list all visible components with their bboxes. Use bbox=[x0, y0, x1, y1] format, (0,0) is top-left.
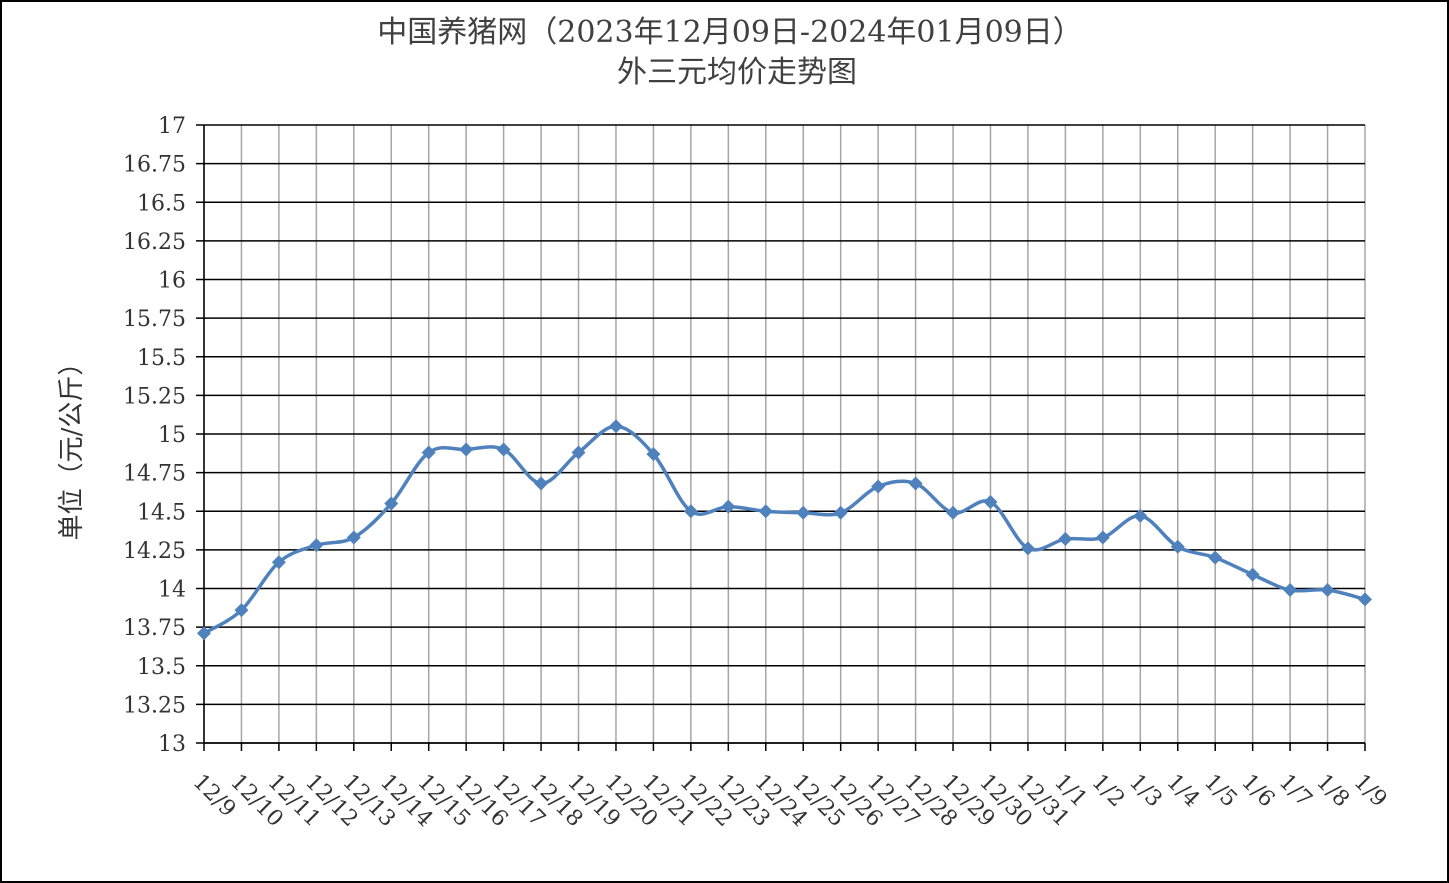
data-point bbox=[1283, 583, 1298, 598]
data-point bbox=[871, 479, 886, 494]
data-point bbox=[197, 626, 211, 641]
y-tick-label: 16 bbox=[158, 269, 186, 294]
data-point bbox=[1058, 532, 1073, 547]
data-point bbox=[796, 505, 811, 520]
y-tick-label: 15.25 bbox=[123, 384, 186, 409]
data-point bbox=[721, 499, 736, 514]
data-point bbox=[1020, 541, 1035, 556]
data-point bbox=[534, 476, 549, 491]
data-point bbox=[234, 603, 249, 618]
data-point bbox=[1245, 567, 1260, 582]
data-point bbox=[1320, 583, 1335, 598]
y-tick-label: 16.75 bbox=[123, 153, 186, 178]
data-point bbox=[1170, 539, 1185, 554]
data-point bbox=[421, 445, 436, 460]
y-tick-label: 16.25 bbox=[123, 230, 186, 255]
data-point bbox=[946, 505, 961, 520]
data-point bbox=[1208, 550, 1223, 565]
y-axis-title: 单位（元/公斤） bbox=[57, 350, 87, 541]
series-line bbox=[203, 424, 1366, 635]
data-point bbox=[1133, 508, 1148, 523]
y-tick-label: 17 bbox=[158, 114, 186, 139]
data-point bbox=[384, 496, 399, 511]
y-tick-label: 13.25 bbox=[123, 693, 186, 718]
data-point bbox=[496, 442, 511, 457]
y-tick-label: 14.75 bbox=[123, 462, 186, 487]
y-tick-label: 14.25 bbox=[123, 539, 186, 564]
data-point bbox=[608, 419, 623, 434]
data-point bbox=[1358, 592, 1372, 607]
data-point bbox=[571, 445, 586, 460]
data-point bbox=[683, 504, 698, 519]
chart-subtitle: 外三元均价走势图 bbox=[617, 55, 857, 90]
y-tick-label: 15.75 bbox=[123, 307, 186, 332]
data-point bbox=[908, 476, 923, 491]
chart-title: 中国养猪网（2023年12月09日-2024年01月09日） bbox=[377, 15, 1083, 50]
data-point bbox=[646, 447, 661, 462]
data-point bbox=[459, 442, 474, 457]
y-tick-label: 14 bbox=[158, 578, 186, 603]
y-tick-label: 13.75 bbox=[123, 616, 186, 641]
y-tick-label: 16.5 bbox=[137, 191, 186, 216]
y-tick-label: 13 bbox=[158, 732, 186, 757]
y-tick-label: 13.5 bbox=[137, 655, 186, 680]
y-tick-label: 15.5 bbox=[137, 346, 186, 371]
data-point bbox=[346, 530, 361, 545]
data-point bbox=[833, 505, 848, 520]
y-tick-label: 14.5 bbox=[137, 500, 186, 525]
y-tick-label: 15 bbox=[158, 423, 186, 448]
data-point bbox=[1095, 530, 1110, 545]
data-point bbox=[983, 494, 998, 509]
data-point bbox=[758, 504, 773, 519]
data-point bbox=[271, 555, 286, 570]
data-point bbox=[309, 538, 324, 553]
